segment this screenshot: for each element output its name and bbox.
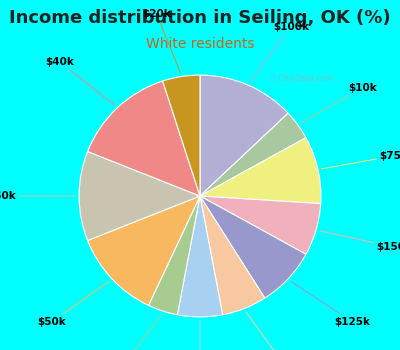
Wedge shape: [177, 196, 223, 317]
Text: $125k: $125k: [291, 281, 370, 327]
Wedge shape: [200, 113, 306, 196]
Text: $50k: $50k: [37, 281, 109, 327]
Wedge shape: [79, 152, 200, 240]
Wedge shape: [200, 196, 265, 315]
Wedge shape: [148, 196, 200, 315]
Text: $20k: $20k: [142, 9, 180, 73]
Text: $150k: $150k: [320, 231, 400, 252]
Text: White residents: White residents: [146, 37, 254, 51]
Wedge shape: [88, 81, 200, 196]
Text: $30k: $30k: [186, 321, 214, 350]
Text: Income distribution in Seiling, OK (%): Income distribution in Seiling, OK (%): [9, 9, 391, 27]
Wedge shape: [88, 196, 200, 306]
Text: $40k: $40k: [45, 57, 115, 105]
Text: $60k: $60k: [0, 191, 76, 201]
Text: $200k: $200k: [246, 312, 304, 350]
Wedge shape: [200, 75, 288, 196]
Wedge shape: [163, 75, 200, 196]
Text: $75k: $75k: [322, 151, 400, 169]
Wedge shape: [200, 196, 321, 254]
Text: $10k: $10k: [301, 83, 378, 123]
Text: $100k: $100k: [250, 22, 309, 82]
Text: ⓘ City-Data.com: ⓘ City-Data.com: [270, 74, 332, 83]
Text: > $200k: > $200k: [95, 314, 162, 350]
Wedge shape: [200, 138, 321, 204]
Wedge shape: [200, 196, 306, 298]
